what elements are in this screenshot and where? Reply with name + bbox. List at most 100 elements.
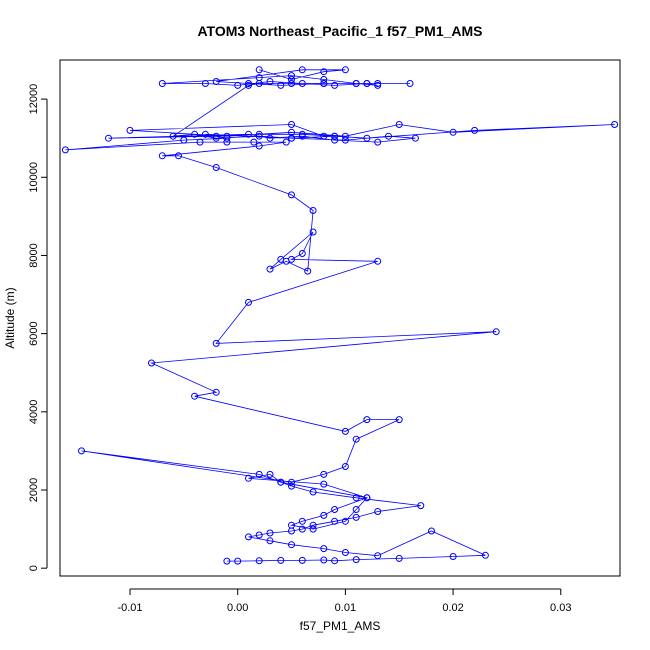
data-point xyxy=(309,521,317,529)
x-axis-label: f57_PM1_AMS xyxy=(300,619,381,633)
data-point xyxy=(266,78,274,85)
data-point xyxy=(266,529,274,537)
data-point xyxy=(298,130,306,138)
data-point xyxy=(341,427,349,435)
data-point xyxy=(341,66,349,74)
data-point xyxy=(374,81,382,89)
data-point xyxy=(471,126,479,134)
data-point xyxy=(288,191,295,199)
data-point xyxy=(158,80,166,87)
data-point xyxy=(374,508,382,515)
data-point xyxy=(309,228,317,236)
data-point xyxy=(212,164,220,171)
data-point xyxy=(223,134,231,142)
data-point xyxy=(288,541,295,549)
data-point xyxy=(298,66,306,74)
data-point xyxy=(169,132,177,140)
y-tick-label: 8000 xyxy=(28,243,40,267)
data-point xyxy=(288,521,295,529)
data-point xyxy=(234,81,242,89)
data-point xyxy=(196,138,204,146)
data-point xyxy=(255,531,263,539)
data-point xyxy=(363,416,371,424)
data-point xyxy=(266,265,274,273)
data-point xyxy=(417,502,425,510)
data-point xyxy=(282,257,290,265)
data-point xyxy=(212,134,220,142)
data-point xyxy=(363,494,371,502)
data-point xyxy=(191,392,199,400)
data-point xyxy=(288,80,295,87)
data-point xyxy=(374,138,382,146)
data-point xyxy=(374,552,382,560)
data-point xyxy=(201,130,209,138)
data-point xyxy=(449,553,457,560)
data-series xyxy=(61,66,619,565)
data-point xyxy=(352,80,360,87)
data-point xyxy=(411,134,419,142)
data-point xyxy=(298,250,306,257)
data-point xyxy=(309,207,317,214)
data-point xyxy=(374,80,382,87)
y-tick-label: 0 xyxy=(28,565,40,571)
data-point xyxy=(175,152,182,160)
data-point xyxy=(320,470,328,478)
y-axis: 0 2000 4000 6000 8000 10000 12000 xyxy=(28,84,48,571)
data-point xyxy=(298,132,306,140)
data-point xyxy=(374,257,382,265)
data-point xyxy=(245,298,252,306)
data-point xyxy=(61,146,69,154)
data-point xyxy=(288,76,295,83)
data-point xyxy=(223,557,231,565)
data-point xyxy=(406,80,414,87)
data-point xyxy=(363,80,371,87)
y-tick-label: 10000 xyxy=(28,162,40,193)
data-point xyxy=(245,474,252,482)
data-point xyxy=(428,527,435,535)
data-point xyxy=(288,121,295,128)
data-point xyxy=(277,81,285,89)
data-point xyxy=(255,470,263,478)
data-point xyxy=(298,556,306,564)
data-point xyxy=(395,554,403,562)
x-tick-label: 0.01 xyxy=(335,602,356,614)
data-point xyxy=(255,142,263,150)
data-point xyxy=(320,76,328,83)
data-point xyxy=(255,74,263,82)
data-point xyxy=(212,339,220,347)
y-tick-label: 4000 xyxy=(28,400,40,424)
data-point xyxy=(363,134,371,142)
data-point xyxy=(331,506,339,513)
data-point xyxy=(201,80,209,87)
x-tick-label: 0.03 xyxy=(550,602,571,614)
data-point xyxy=(304,267,312,275)
data-point xyxy=(288,482,295,490)
data-point xyxy=(341,463,349,470)
data-point xyxy=(148,359,155,367)
data-point xyxy=(331,81,339,89)
plot-frame xyxy=(59,59,621,577)
x-axis: -0.01 0.00 0.01 0.02 0.03 xyxy=(117,588,571,614)
data-point xyxy=(158,152,166,160)
data-point xyxy=(255,132,263,140)
data-point xyxy=(288,478,295,486)
y-tick-label: 12000 xyxy=(28,84,40,115)
data-point xyxy=(331,517,339,525)
data-point xyxy=(288,72,295,80)
data-point xyxy=(320,480,328,488)
y-tick-label: 6000 xyxy=(28,321,40,345)
data-point xyxy=(352,513,360,521)
data-point xyxy=(298,80,306,87)
data-point xyxy=(255,557,263,565)
data-point xyxy=(234,557,242,565)
x-tick-label: -0.01 xyxy=(117,602,142,614)
data-point xyxy=(320,545,328,553)
data-point xyxy=(250,138,258,146)
data-point xyxy=(320,132,328,140)
data-point xyxy=(78,447,85,455)
data-point xyxy=(266,134,274,142)
data-point xyxy=(245,533,252,541)
data-point xyxy=(352,556,360,564)
data-point xyxy=(255,66,263,74)
